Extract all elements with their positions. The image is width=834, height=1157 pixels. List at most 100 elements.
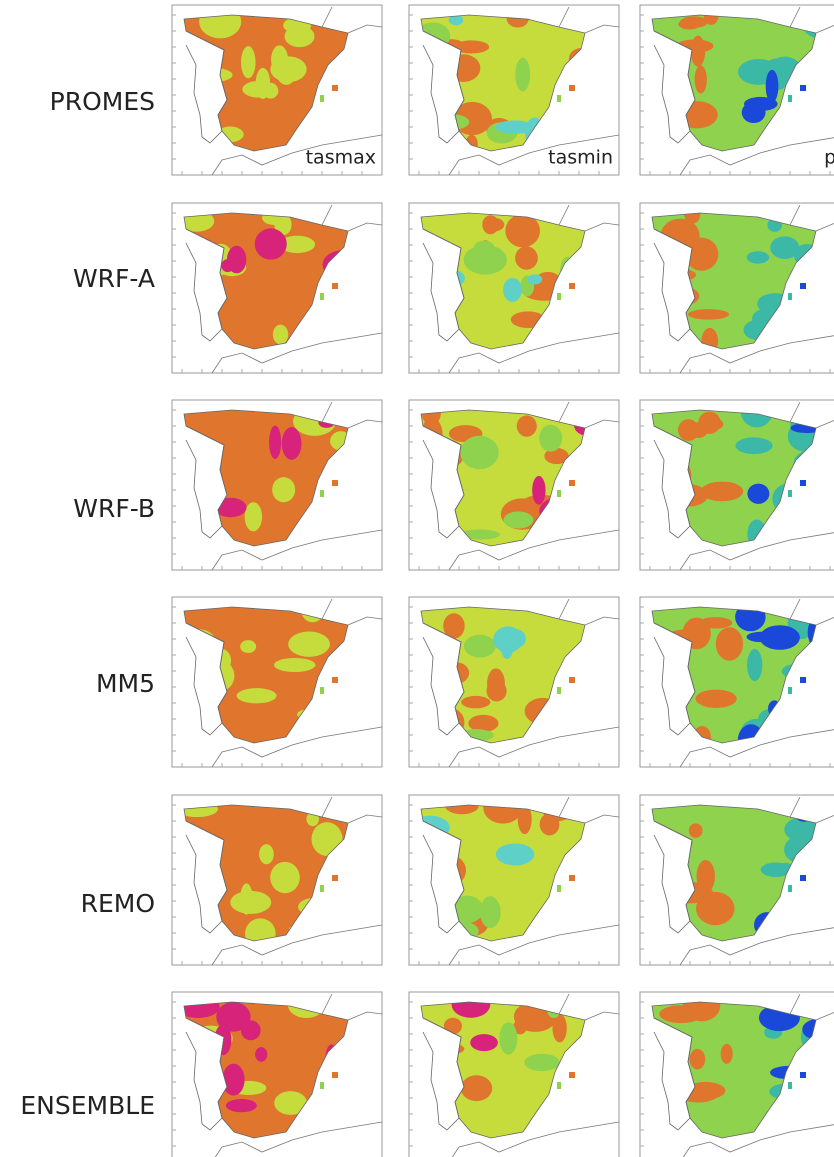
island: [557, 1082, 561, 1089]
map-panel: [639, 794, 834, 966]
island: [788, 687, 792, 694]
row-label: PROMES: [50, 87, 155, 116]
portugal-outline: [653, 425, 696, 539]
field-patch: [470, 1034, 498, 1052]
field-patch: [539, 424, 563, 452]
map-panel: [408, 596, 620, 768]
field-patch: [700, 481, 744, 502]
field-patch: [544, 448, 569, 465]
africa-outline: [214, 1121, 383, 1157]
island: [332, 85, 338, 91]
field-patch: [460, 1075, 493, 1102]
field-patch: [222, 1063, 245, 1096]
france-outline: [789, 993, 834, 1021]
field-patch: [482, 215, 499, 235]
france-outline: [558, 401, 620, 429]
field-patch: [486, 680, 507, 702]
africa-outline: [679, 927, 834, 966]
field-patch: [468, 714, 499, 732]
france-outline: [789, 401, 834, 429]
field-patch: [242, 80, 276, 98]
map-panel: [639, 596, 834, 768]
portugal-outline: [653, 1017, 696, 1131]
field-patch: [735, 437, 773, 455]
field-patch: [311, 822, 343, 856]
field-patch: [273, 657, 316, 672]
field-patch: [503, 277, 522, 302]
field-patch: [689, 1048, 706, 1070]
map-panel: [639, 399, 834, 571]
island: [320, 95, 324, 102]
field-patch: [694, 65, 707, 94]
field-patch: [443, 613, 465, 639]
island: [557, 95, 561, 102]
field-patch: [259, 844, 274, 865]
map-panel: [408, 991, 620, 1157]
map-panel: [171, 4, 383, 176]
africa-outline: [211, 529, 383, 571]
field-patch: [216, 1002, 251, 1032]
field-patch: [678, 18, 701, 30]
field-patch: [184, 1002, 220, 1019]
island: [800, 677, 806, 683]
field-patch: [461, 695, 491, 709]
africa-outline: [448, 529, 620, 571]
island: [557, 687, 561, 694]
map-panel: [639, 202, 834, 374]
field-patch: [463, 245, 507, 275]
field-patch: [495, 843, 535, 866]
map-panel: [171, 202, 383, 374]
field-patch: [687, 309, 730, 320]
france-outline: [558, 204, 620, 232]
field-patch: [515, 246, 538, 270]
field-patch: [254, 228, 287, 260]
field-patch: [199, 15, 242, 39]
field-patch: [695, 689, 737, 708]
field-patch: [240, 46, 256, 79]
field-patch: [802, 1018, 816, 1041]
france-outline: [789, 598, 834, 626]
field-patch: [460, 435, 499, 470]
france-outline: [321, 6, 383, 34]
column-label: tasmin: [548, 147, 613, 169]
row-label: ENSEMBLE: [20, 1091, 155, 1120]
island: [788, 95, 792, 102]
france-outline: [321, 204, 383, 232]
field-patch: [281, 427, 302, 460]
map-panel: [408, 202, 620, 374]
field-patch: [284, 25, 315, 48]
island: [557, 293, 561, 300]
island: [332, 875, 338, 881]
map-panel: [408, 4, 620, 176]
row-label: REMO: [81, 889, 155, 918]
island: [332, 1072, 338, 1078]
field-patch: [770, 236, 800, 260]
column-label: tasmax: [306, 147, 376, 169]
africa-outline: [679, 532, 834, 571]
field-patch: [746, 251, 770, 264]
portugal-outline: [653, 820, 696, 934]
island: [557, 885, 561, 892]
field-patch: [270, 861, 300, 894]
map-panel: [639, 4, 834, 176]
field-patch: [688, 823, 703, 838]
field-patch: [244, 502, 263, 532]
island: [800, 480, 806, 486]
row-label: MM5: [96, 669, 155, 698]
portugal-outline: [185, 228, 228, 342]
africa-outline: [679, 137, 834, 176]
africa-outline: [448, 332, 620, 374]
africa-outline: [448, 134, 620, 176]
field-patch: [240, 640, 257, 653]
france-outline: [321, 993, 383, 1021]
africa-outline: [682, 1124, 834, 1157]
portugal-outline: [422, 1017, 465, 1131]
island: [557, 490, 561, 497]
africa-outline: [448, 924, 620, 966]
france-outline: [789, 204, 834, 232]
field-patch: [272, 324, 289, 345]
field-patch: [451, 1002, 491, 1018]
portugal-outline: [653, 30, 696, 144]
island: [569, 677, 575, 683]
